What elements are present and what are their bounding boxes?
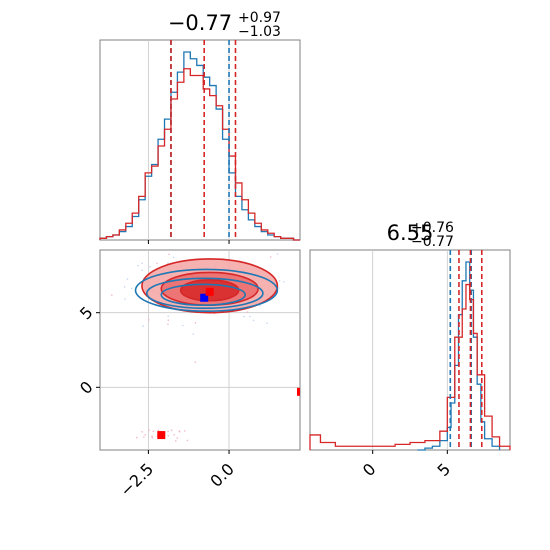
scatter-ytick-label-1: 5 [76,303,97,324]
scatter-marker-3 [297,387,300,396]
scatter-sample-point [167,323,169,326]
scatter-ytick-label-0: 0 [76,377,97,398]
hist-2-quantile-lines [449,250,483,450]
scatter-sample-point [151,435,153,437]
scatter-xtick-label-1: 0.0 [206,459,237,490]
scatter-sample-point [110,294,113,296]
scatter-xtick-label-0: −2.5 [116,459,157,500]
scatter-sample-point [192,333,195,335]
scatter-sample-point [152,430,155,432]
scatter-markers [157,287,300,440]
scatter-sample-point [266,322,268,325]
scatter-sample-point [123,286,126,288]
hist-1-series-0 [99,51,300,241]
scatter-sample-point [269,256,272,258]
hist-2-title-sub: −0.77 [411,234,454,250]
scatter-sample-point [167,315,170,317]
scatter-sample-point [167,319,170,322]
scatter-sample-point [147,319,150,321]
scatter-sample-point [243,315,245,318]
scatter-sample-point [259,304,261,307]
hist-panel-1: −0.77 +0.97 −1.03 [99,10,301,244]
scatter-panel: −2.5 0.0 0 5 [76,249,301,500]
scatter-sample-point [173,434,175,436]
hist-1-frame [99,39,301,241]
scatter-sample-point [174,440,177,442]
scatter-sample-point [176,437,179,439]
hist-2-series-1 [309,283,511,450]
scatter-sample-point [183,430,186,432]
hist-2-title-sup: +0.76 [411,220,454,236]
hist-2-series [309,261,511,451]
scatter-sample-point [149,265,151,268]
scatter-sample-point [278,279,281,282]
scatter-sample-point [151,436,154,439]
scatter-sample-point [168,253,170,256]
scatter-sample-point [278,287,280,289]
scatter-sample-point [136,436,138,439]
scatter-sample-point [182,324,184,327]
hist-2-series-0 [417,261,501,451]
scatter-sample-point [178,430,181,433]
scatter-contour-blue-1 [145,277,264,310]
scatter-sample-point [148,429,150,432]
scatter-sample-point [143,436,145,438]
scatter-sample-point [142,325,144,327]
scatter-sample-point [172,256,175,259]
scatter-sample-point [194,361,197,363]
scatter-sample-point [141,269,144,271]
hist-1-quantile-lines [170,40,237,240]
hist-2-frame [309,249,511,451]
hist-1-title-sub: −1.03 [238,24,281,40]
scatter-sample-point [246,311,249,313]
hist-1-title: −0.77 [168,11,232,35]
hist-1-series-1 [99,68,300,241]
scatter-sample-point [167,430,169,433]
scatter-contour-blue-0 [134,268,279,312]
hist-2-title: 6.55 [387,221,434,245]
hist-2-xtick-label-1: 5 [434,459,455,480]
scatter-sample-point [167,434,170,437]
hist-1-series [99,51,300,241]
scatter-sample-point [126,278,129,280]
scatter-sample-point [141,262,143,265]
scatter-marker-0 [200,293,209,302]
scatter-sample-point [186,439,189,442]
scatter-sample-point [170,429,173,432]
scatter-sample-point [249,315,251,318]
scatter-sample-point [141,431,143,433]
scatter-contour-blue-2 [160,283,246,307]
scatter-marker-1 [205,287,214,296]
scatter-sample-point [283,280,285,283]
scatter-sample-point [156,262,158,265]
scatter-sample-point [144,434,147,436]
scatter-sample-point [130,287,133,290]
scatter-sample-point [276,253,279,255]
scatter-sample-point [167,262,169,264]
scatter-sample-point [157,429,160,432]
scatter-marker-2 [157,431,166,440]
scatter-sample-point [252,319,255,322]
scatter-sample-point [124,298,126,300]
scatter-sample-point [194,322,197,324]
scatter-sample-point [137,264,139,267]
hist-1-title-sup: +0.97 [238,10,281,26]
hist-2-xtick-label-0: 0 [359,459,380,480]
